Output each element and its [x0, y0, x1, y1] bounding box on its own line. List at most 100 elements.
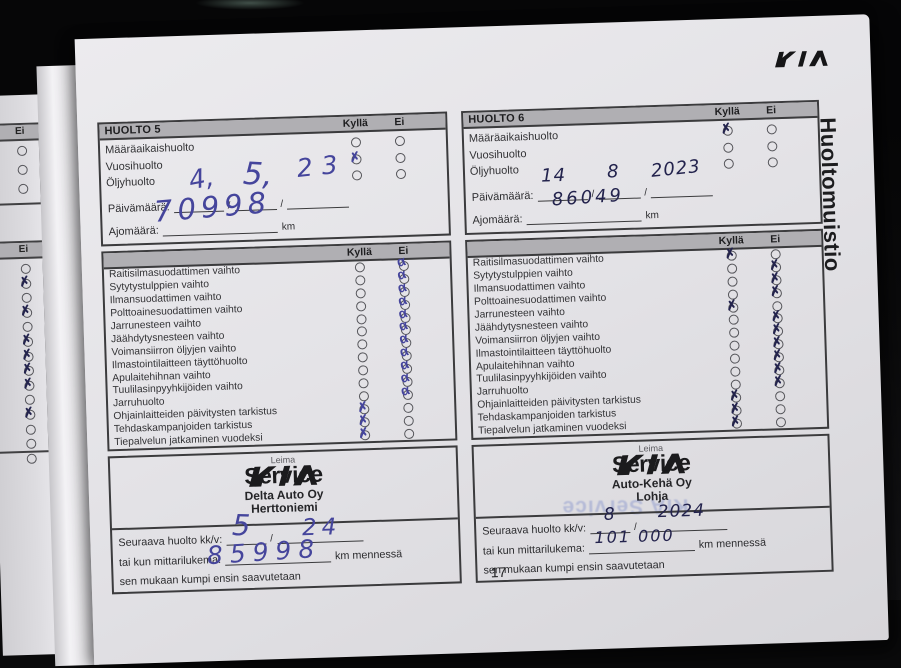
checkbox-circle — [24, 380, 35, 391]
ei-column-header: Ei — [394, 115, 405, 129]
checklist-rows: Raitisilmasuodattimen vaihto Sytytystulp… — [104, 258, 455, 449]
kylla-circle — [729, 340, 740, 351]
kylla-circle — [729, 353, 741, 364]
ei-circle — [395, 169, 407, 180]
kylla-circle — [351, 170, 363, 181]
dealer-stamp: Service — [110, 457, 457, 494]
ei-circle — [403, 402, 414, 413]
next-odometer-label: tai kun mittarilukema: — [118, 553, 222, 570]
checkbox-circle — [26, 438, 37, 450]
ei-circle — [771, 287, 783, 299]
ei-circle — [774, 377, 785, 389]
kylla-column-header: Kyllä — [346, 245, 373, 259]
next-service-odometer-line: tai kun mittarilukema: km mennessä 85998 — [118, 534, 453, 571]
kia-logo-icon — [615, 452, 688, 476]
kylla-circle — [357, 365, 369, 376]
kylla-circle — [355, 275, 366, 286]
kia-logo-icon — [247, 464, 320, 488]
checkbox-circle — [21, 278, 32, 289]
service-summary-box: HUOLTO 5 Kyllä Ei Määräaikaishuolto — [97, 111, 451, 246]
ei-circle — [767, 140, 778, 152]
checkbox-circle — [26, 453, 37, 464]
service-record-huolto-6: HUOLTO 6 Kyllä Ei Määräaikaishuolto — [461, 99, 834, 588]
kylla-circle — [360, 429, 371, 440]
maintenance-checklist-box: Kyllä Ei Raitisilmasuodattimen vaihto — [465, 228, 830, 440]
service-record-huolto-5: HUOLTO 5 Kyllä Ei Määräaikaishuolto — [97, 111, 462, 600]
ei-column-header: Ei — [766, 104, 777, 117]
kylla-circle — [723, 158, 734, 170]
km-unit: km — [645, 209, 660, 221]
kylla-circle — [731, 417, 743, 429]
kylla-circle — [355, 300, 367, 312]
booklet-page: Huoltomuistio HUOLTO 5 Kyllä Ei Määräaik… — [74, 14, 889, 665]
dealer-stamp: Service — [474, 446, 829, 483]
kylla-circle — [357, 352, 368, 363]
kylla-circle — [726, 263, 738, 274]
ei-circle — [775, 416, 787, 427]
kylla-circle — [358, 378, 369, 389]
previous-page-circles — [0, 140, 40, 195]
kylla-circle — [726, 250, 737, 261]
odometer-blank — [162, 219, 278, 237]
km-unit: km — [281, 220, 296, 233]
kylla-circle — [350, 137, 362, 148]
km-by-label: km mennessä — [334, 548, 403, 563]
photo-background: Ei Ei Huoltomuistio — [0, 0, 901, 600]
whichever-first-note: sen mukaan kumpi ensin saavutetaan — [119, 570, 302, 589]
odometer-label: Ajomäärä: — [108, 224, 159, 238]
ei-circle — [394, 136, 406, 147]
maintenance-checklist-box: Kyllä Ei Raitisilmasuodattimen vaihto — [101, 239, 458, 452]
ei-circle — [403, 415, 414, 426]
kylla-circle — [727, 276, 738, 287]
kylla-circle — [351, 154, 362, 165]
kylla-circle — [356, 326, 368, 337]
kylla-circle — [355, 287, 366, 299]
next-service-date-line: Seuraava huolto kk/v: / 8 2024 — [482, 501, 824, 538]
checkbox-circle — [25, 424, 36, 435]
kylla-column-header: Kyllä — [342, 117, 369, 130]
checkbox-circle — [18, 183, 29, 195]
checkbox-circle — [17, 164, 28, 176]
whichever-first-note: sen mukaan kumpi ensin saavutetaan — [483, 558, 665, 577]
date-month-blank — [234, 196, 277, 211]
kylla-circle — [356, 313, 367, 324]
next-service-block: Seuraava huolto kk/v: / 5 24 tai kun mit… — [111, 508, 460, 589]
next-service-date-line: Seuraava huolto kk/v: / 5 24 — [118, 508, 452, 550]
service-summary-box: HUOLTO 6 Kyllä Ei Määräaikaishuolto — [461, 99, 823, 235]
ei-circle — [774, 390, 786, 402]
ei-circle — [395, 152, 406, 163]
ei-circle — [766, 124, 777, 135]
next-service-odometer-line: tai kun mittarilukema: km mennessä 101 0… — [482, 526, 825, 558]
kylla-circle — [723, 142, 734, 153]
kylla-circle — [728, 302, 739, 313]
checkbox-circle — [22, 307, 33, 318]
checkbox-circle — [16, 145, 28, 157]
checkbox-circle — [25, 409, 36, 420]
ei-column-header: Ei — [770, 232, 781, 245]
next-service-label: Seuraava huolto kk/v: — [482, 522, 587, 538]
next-odometer-label: tai kun mittarilukema: — [482, 542, 586, 558]
stamp-box: Leima Service Delta Auto Oy Herttoniemi — [107, 445, 462, 595]
odometer-label: Ajomäärä: — [472, 212, 523, 227]
kylla-circle — [728, 314, 739, 326]
kylla-circle — [357, 339, 368, 350]
next-service-label: Seuraava huolto kk/v: — [118, 533, 223, 550]
ei-circle — [775, 403, 786, 415]
ei-circle — [767, 157, 778, 168]
ei-circle — [403, 428, 415, 439]
odometer-blank — [526, 207, 642, 225]
kylla-circle — [728, 327, 740, 339]
kylla-column-header: Kyllä — [714, 105, 740, 119]
km-by-label: km mennessä — [698, 536, 767, 551]
previous-page-circles — [0, 258, 49, 465]
kylla-circle — [354, 262, 366, 273]
kia-logo-icon — [773, 50, 830, 69]
ei-circle — [402, 389, 414, 400]
page-number: 17 — [490, 563, 507, 581]
previous-page-top-table: Ei — [0, 122, 43, 207]
date-month-blank — [598, 185, 641, 200]
stamp-box: Leima KIA Service Service Auto-Kehä Oy — [471, 433, 834, 583]
light-glare — [195, 0, 305, 10]
kylla-circle — [722, 125, 733, 137]
